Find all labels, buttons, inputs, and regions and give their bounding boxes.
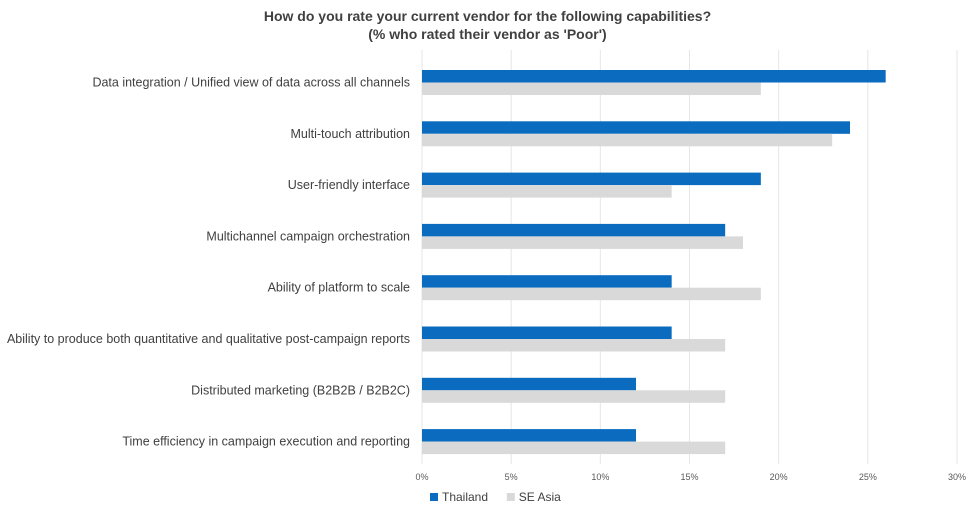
bar-se-asia bbox=[422, 390, 726, 403]
category-label: Time efficiency in campaign execution an… bbox=[122, 435, 410, 449]
bar-thailand bbox=[422, 121, 850, 134]
category-label: Multi-touch attribution bbox=[290, 127, 410, 141]
x-tick-label: 30% bbox=[948, 472, 966, 482]
category-label: Data integration / Unified view of data … bbox=[92, 76, 410, 90]
category-label: User-friendly interface bbox=[288, 178, 410, 192]
bar-thailand bbox=[422, 275, 672, 288]
bar-thailand bbox=[422, 377, 636, 391]
bar-se-asia bbox=[422, 133, 833, 147]
x-tick-label: 15% bbox=[680, 472, 698, 482]
x-tick-label: 20% bbox=[770, 472, 788, 482]
legend-swatch bbox=[430, 493, 438, 501]
category-label: Distributed marketing (B2B2B / B2B2C) bbox=[191, 383, 410, 397]
x-tick-label: 0% bbox=[415, 472, 428, 482]
legend-label: SE Asia bbox=[519, 490, 561, 504]
bar-se-asia bbox=[422, 236, 743, 249]
x-tick-label: 10% bbox=[591, 472, 609, 482]
chart-subtitle: (% who rated their vendor as 'Poor') bbox=[368, 26, 607, 42]
x-tick-label: 5% bbox=[505, 472, 518, 482]
legend-swatch bbox=[506, 493, 515, 501]
bar-thailand bbox=[422, 172, 761, 186]
bar-thailand bbox=[422, 429, 636, 442]
bar-thailand bbox=[422, 223, 726, 237]
bar-se-asia bbox=[422, 441, 726, 455]
category-label: Multichannel campaign orchestration bbox=[206, 229, 410, 243]
bar-se-asia bbox=[422, 185, 672, 198]
category-label: Ability to produce both quantitative and… bbox=[7, 332, 410, 346]
chart-title: How do you rate your current vendor for … bbox=[263, 8, 712, 24]
bar-thailand bbox=[422, 70, 886, 83]
bar-se-asia bbox=[422, 339, 726, 352]
x-tick-label: 25% bbox=[859, 472, 877, 482]
legend-label: Thailand bbox=[442, 490, 488, 504]
bar-se-asia bbox=[422, 287, 761, 301]
bar-thailand bbox=[422, 326, 672, 339]
category-label: Ability of platform to scale bbox=[268, 281, 410, 295]
bar-se-asia bbox=[422, 82, 761, 95]
